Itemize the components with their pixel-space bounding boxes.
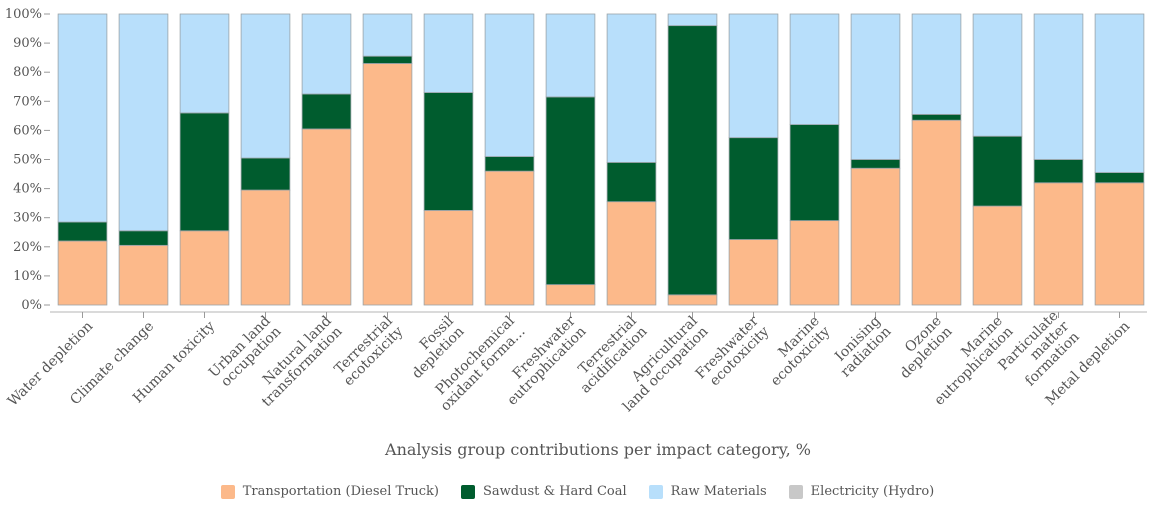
bar-segment-raw-materials — [57, 13, 108, 223]
y-tick-label: 70% — [13, 94, 42, 109]
bar-segment-sawdust-hard-coal — [606, 162, 657, 203]
x-tick-label: Terrestrialecotoxicity — [330, 313, 407, 390]
bar-segment-raw-materials — [240, 13, 291, 159]
bar-segment-raw-materials — [850, 13, 901, 160]
bar-segment-sawdust-hard-coal — [972, 135, 1023, 207]
y-tick-label: 30% — [13, 211, 42, 226]
legend-item[interactable]: Sawdust & Hard Coal — [460, 484, 627, 499]
bar-segment-transportation-diesel-truck — [606, 201, 657, 306]
legend-swatch — [220, 484, 235, 499]
bar-segment-raw-materials — [728, 13, 779, 139]
legend-label: Electricity (Hydro) — [810, 484, 935, 499]
y-tick-label: 50% — [13, 153, 42, 168]
bar-segment-transportation-diesel-truck — [850, 167, 901, 306]
bar-segment-sawdust-hard-coal — [240, 157, 291, 191]
x-tick-label: Ionisingradiation — [827, 313, 894, 380]
bar-segment-raw-materials — [667, 13, 718, 27]
bar-segment-raw-materials — [362, 13, 413, 57]
bar-segment-transportation-diesel-truck — [545, 284, 596, 306]
bar-segment-transportation-diesel-truck — [667, 294, 718, 306]
legend-swatch — [648, 484, 663, 499]
bar-segment-transportation-diesel-truck — [728, 239, 779, 306]
y-tick-label: 80% — [13, 65, 42, 80]
bar-segment-transportation-diesel-truck — [789, 220, 840, 306]
legend-item[interactable]: Transportation (Diesel Truck) — [220, 484, 439, 499]
legend-swatch — [788, 484, 803, 499]
x-tick-label: Marineecotoxicity — [757, 313, 833, 389]
legend-label: Raw Materials — [670, 484, 767, 499]
legend-item[interactable]: Electricity (Hydro) — [788, 484, 935, 499]
bar-segment-sawdust-hard-coal — [362, 55, 413, 64]
legend-swatch — [460, 484, 475, 499]
y-tick-label: 40% — [13, 182, 42, 197]
bar-segment-sawdust-hard-coal — [667, 25, 718, 296]
bar-segment-raw-materials — [484, 13, 535, 157]
bar-segment-raw-materials — [545, 13, 596, 98]
bar-segment-transportation-diesel-truck — [301, 128, 352, 306]
bar-segment-sawdust-hard-coal — [301, 93, 352, 130]
bar-segment-sawdust-hard-coal — [118, 230, 169, 246]
bar-segment-sawdust-hard-coal — [423, 92, 474, 211]
y-tick-label: 100% — [5, 7, 42, 22]
bar-segment-transportation-diesel-truck — [240, 189, 291, 306]
bar-segment-transportation-diesel-truck — [179, 230, 230, 306]
bar-segment-raw-materials — [789, 13, 840, 125]
bar-segment-raw-materials — [972, 13, 1023, 137]
bar-segment-transportation-diesel-truck — [972, 205, 1023, 306]
bar-segment-transportation-diesel-truck — [1033, 182, 1084, 306]
bar-segment-raw-materials — [606, 13, 657, 163]
bar-segment-raw-materials — [1094, 13, 1145, 173]
bar-segment-transportation-diesel-truck — [118, 244, 169, 306]
bar-segment-transportation-diesel-truck — [362, 63, 413, 306]
y-tick-label: 60% — [13, 123, 42, 138]
bar-segment-transportation-diesel-truck — [423, 210, 474, 306]
bar-segment-sawdust-hard-coal — [545, 96, 596, 286]
bar-segment-sawdust-hard-coal — [789, 124, 840, 222]
bar-segment-sawdust-hard-coal — [484, 156, 535, 172]
bar-segment-sawdust-hard-coal — [850, 159, 901, 169]
x-axis-title: Analysis group contributions per impact … — [384, 440, 811, 459]
legend-label: Transportation (Diesel Truck) — [242, 484, 439, 499]
bar-segment-transportation-diesel-truck — [911, 119, 962, 306]
legend-item[interactable]: Raw Materials — [648, 484, 767, 499]
x-tick-label: Freshwaterecotoxicity — [693, 313, 773, 393]
bar-segment-sawdust-hard-coal — [1033, 159, 1084, 184]
bar-segment-raw-materials — [118, 13, 169, 232]
bar-segment-transportation-diesel-truck — [57, 240, 108, 306]
legend-label: Sawdust & Hard Coal — [482, 484, 627, 499]
x-tick-label: Ozonedepletion — [886, 313, 955, 382]
y-tick-label: 90% — [13, 36, 42, 51]
bar-segment-sawdust-hard-coal — [57, 221, 108, 242]
bar-segment-transportation-diesel-truck — [1094, 182, 1145, 306]
bar-segment-raw-materials — [911, 13, 962, 115]
y-tick-label: 0% — [21, 298, 42, 313]
legend: Transportation (Diesel Truck) Sawdust & H… — [0, 484, 1155, 499]
bar-segment-raw-materials — [423, 13, 474, 93]
bar-segment-raw-materials — [179, 13, 230, 114]
bar-segment-sawdust-hard-coal — [911, 113, 962, 121]
y-tick-label: 10% — [13, 269, 42, 284]
bar-segment-raw-materials — [1033, 13, 1084, 160]
bar-segment-sawdust-hard-coal — [728, 137, 779, 240]
bar-segment-sawdust-hard-coal — [1094, 172, 1145, 184]
bar-segment-transportation-diesel-truck — [484, 170, 535, 306]
y-tick-label: 20% — [13, 240, 42, 255]
bar-segment-sawdust-hard-coal — [179, 112, 230, 232]
stacked-bar-chart: 0%10%20%30%40%50%60%70%80%90%100% Water … — [5, 7, 1147, 459]
bar-segment-raw-materials — [301, 13, 352, 95]
